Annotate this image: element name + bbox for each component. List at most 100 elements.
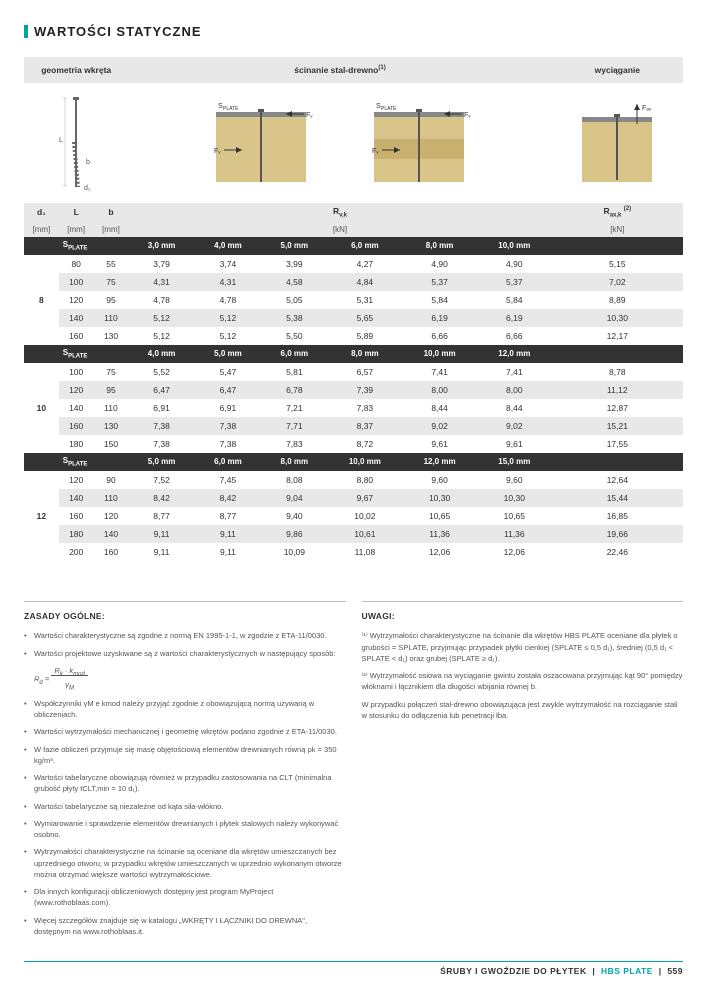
raxk-cell: 19,66 (552, 525, 683, 543)
rvk-cell: 7,83 (261, 435, 327, 453)
splate-col: 12,0 mm (402, 453, 477, 471)
section-title-text: WARTOŚCI STATYCZNE (34, 24, 202, 39)
notes-left: ZASADY OGÓLNE: Wartości charakterystyczn… (24, 601, 346, 944)
rvk-cell: 3,99 (261, 255, 327, 273)
L-cell: 140 (59, 309, 94, 327)
note-item: ⁽²⁾ Wytrzymałość osiowa na wyciąganie gw… (362, 670, 684, 693)
splate-col: 10,0 mm (477, 237, 552, 255)
param-b: b (94, 203, 129, 222)
rvk-cell: 4,27 (328, 255, 403, 273)
rvk-cell: 10,30 (477, 489, 552, 507)
rvk-cell: 11,08 (328, 543, 403, 561)
rvk-cell: 6,47 (195, 381, 261, 399)
table-row: 1801507,387,387,838,729,619,6117,55 (24, 435, 683, 453)
raxk-cell: 12,87 (552, 399, 683, 417)
L-cell: 160 (59, 507, 94, 525)
param-header-row: d₁ L b Rv,k Rax,k (2) (24, 203, 683, 222)
rvk-cell: 8,00 (402, 381, 477, 399)
rvk-cell: 9,11 (128, 543, 194, 561)
table-row: 1601208,778,779,4010,0210,6510,6516,85 (24, 507, 683, 525)
splate-label-cell: SPLATE (59, 237, 129, 255)
rvk-cell: 4,78 (195, 291, 261, 309)
table-row: 2001609,119,1110,0911,0812,0612,0622,46 (24, 543, 683, 561)
raxk-cell: 12,17 (552, 327, 683, 345)
splate-row: SPLATE4,0 mm5,0 mm6,0 mm8,0 mm10,0 mm12,… (24, 345, 683, 363)
svg-text:PLATE: PLATE (223, 106, 239, 112)
svg-text:Fₐₓ: Fₐₓ (642, 105, 652, 112)
diagram-shear: SPLATE Fᵥ Fᵥ SPLATE (128, 83, 551, 203)
table-row: 100754,314,314,584,845,375,377,02 (24, 273, 683, 291)
rvk-cell: 5,12 (128, 327, 194, 345)
splate-col: 8,0 mm (261, 453, 327, 471)
footer-page: 559 (667, 966, 683, 976)
svg-text:L: L (59, 137, 63, 144)
rvk-cell: 3,79 (128, 255, 194, 273)
formula: Rd = Rk · kmodγM (34, 665, 346, 694)
blank-cell (24, 345, 59, 363)
shear-thick-icon: SPLATE Fᵥ Fᵥ (344, 92, 494, 192)
rvk-cell: 8,80 (328, 471, 403, 489)
splate-col: 6,0 mm (261, 345, 327, 363)
rvk-cell: 4,84 (328, 273, 403, 291)
header-shear: ścinanie stal-drewno(1) (128, 57, 551, 83)
page-footer: ŚRUBY I GWOŹDZIE DO PŁYTEK | HBS PLATE |… (24, 961, 683, 976)
shear-thin-icon: SPLATE Fᵥ Fᵥ (186, 92, 336, 192)
d1-cell: 12 (24, 471, 59, 561)
note-item: Więcej szczegółów znajduje się w katalog… (24, 915, 346, 938)
rvk-cell: 9,40 (261, 507, 327, 525)
rvk-cell: 7,41 (477, 363, 552, 381)
header-geometry: geometria wkręta (24, 57, 128, 83)
table-row: 1801409,119,119,8610,6111,3611,3619,66 (24, 525, 683, 543)
rvk-cell: 10,30 (402, 489, 477, 507)
table-row: 120956,476,476,787,398,008,0011,12 (24, 381, 683, 399)
L-cell: 80 (59, 255, 94, 273)
header-row: geometria wkręta ścinanie stal-drewno(1)… (24, 57, 683, 83)
raxk-cell: 16,85 (552, 507, 683, 525)
splate-col: 10,0 mm (402, 345, 477, 363)
rvk-cell: 6,19 (402, 309, 477, 327)
notes-left-heading: ZASADY OGÓLNE: (24, 610, 346, 623)
rvk-cell: 5,31 (328, 291, 403, 309)
L-cell: 140 (59, 399, 94, 417)
rvk-cell: 8,44 (402, 399, 477, 417)
rvk-cell: 7,39 (328, 381, 403, 399)
rvk-cell: 10,09 (261, 543, 327, 561)
L-cell: 120 (59, 291, 94, 309)
table-row: 1601305,125,125,505,896,666,6612,17 (24, 327, 683, 345)
rvk-cell: 9,60 (402, 471, 477, 489)
notes-right: UWAGI: ⁽¹⁾ Wytrzymałości charakterystycz… (362, 601, 684, 944)
rvk-cell: 6,78 (261, 381, 327, 399)
rvk-cell: 6,57 (328, 363, 403, 381)
rvk-cell: 9,02 (477, 417, 552, 435)
rvk-cell: 3,74 (195, 255, 261, 273)
rvk-cell: 7,38 (195, 417, 261, 435)
rvk-cell: 9,02 (402, 417, 477, 435)
svg-text:Fᵥ: Fᵥ (306, 112, 313, 119)
rvk-cell: 9,60 (477, 471, 552, 489)
header-shear-text: ścinanie stal-drewno (294, 65, 378, 75)
table-row: 880553,793,743,994,274,904,905,15 (24, 255, 683, 273)
b-cell: 110 (94, 399, 129, 417)
L-cell: 140 (59, 489, 94, 507)
rvk-cell: 5,52 (128, 363, 194, 381)
rvk-cell: 9,86 (261, 525, 327, 543)
rvk-cell: 8,77 (128, 507, 194, 525)
L-cell: 160 (59, 327, 94, 345)
table-row: 1401106,916,917,217,838,448,4412,87 (24, 399, 683, 417)
b-cell: 160 (94, 543, 129, 561)
unit-d1: [mm] (24, 222, 59, 237)
note-item: Wymiarowanie i sprawdzenie elementów dre… (24, 818, 346, 841)
raxk-cell: 17,55 (552, 435, 683, 453)
static-values-table: geometria wkręta ścinanie stal-drewno(1)… (24, 57, 683, 561)
note-item: Wartości wytrzymałości mechanicznej i ge… (24, 726, 346, 737)
rvk-cell: 5,89 (328, 327, 403, 345)
rvk-cell: 7,41 (402, 363, 477, 381)
unit-raxk: [kN] (552, 222, 683, 237)
param-L: L (59, 203, 94, 222)
note-item: W fazie obliczeń przyjmuje się masę obję… (24, 744, 346, 767)
L-cell: 180 (59, 525, 94, 543)
rvk-cell: 6,47 (128, 381, 194, 399)
blank-cell (24, 237, 59, 255)
rvk-cell: 7,38 (128, 435, 194, 453)
d1-cell: 8 (24, 255, 59, 345)
